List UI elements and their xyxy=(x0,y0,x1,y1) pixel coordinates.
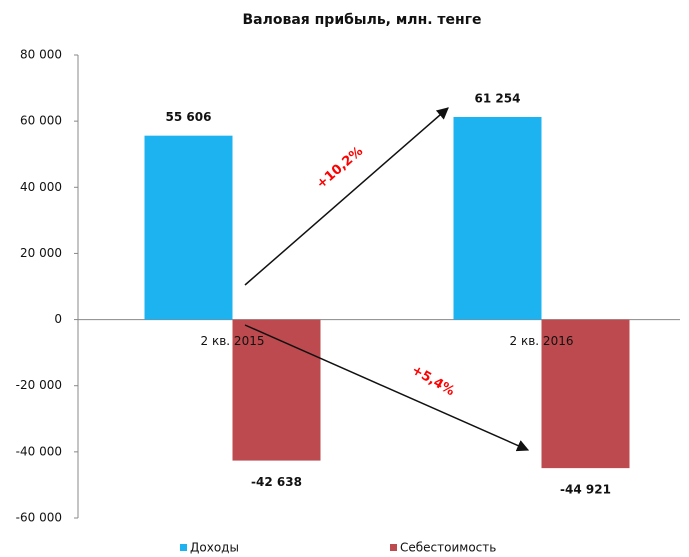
x-tick-label: 2 кв. 2016 xyxy=(510,334,574,348)
y-tick-label: 20 000 xyxy=(20,246,62,260)
legend-label: Доходы xyxy=(190,541,239,555)
y-tick-label: 0 xyxy=(54,312,62,326)
arrow xyxy=(244,324,530,452)
y-tick-label: 40 000 xyxy=(20,180,62,194)
legend-swatch xyxy=(180,544,187,551)
y-tick-label: -40 000 xyxy=(16,444,62,458)
bar xyxy=(144,135,233,320)
bar xyxy=(541,319,630,469)
chart-title: Валовая прибыль, млн. тенге xyxy=(242,12,481,28)
bar xyxy=(232,319,321,461)
bar xyxy=(453,116,542,320)
y-tick-label: -20 000 xyxy=(16,378,62,392)
y-tick-label: -60 000 xyxy=(16,511,62,525)
legend-label: Себестоимость xyxy=(400,541,496,555)
value-label: -42 638 xyxy=(251,475,302,489)
value-label: 55 606 xyxy=(166,110,212,124)
annotation: +5,4% xyxy=(409,363,457,399)
y-tick-label: 80 000 xyxy=(20,48,62,62)
value-label: -44 921 xyxy=(560,483,611,497)
arrow xyxy=(244,107,449,286)
legend-swatch xyxy=(390,544,397,551)
y-tick-label: 60 000 xyxy=(20,114,62,128)
value-label: 61 254 xyxy=(475,91,521,105)
annotation: +10,2% xyxy=(314,144,366,192)
x-tick-label: 2 кв. 2015 xyxy=(201,334,265,348)
